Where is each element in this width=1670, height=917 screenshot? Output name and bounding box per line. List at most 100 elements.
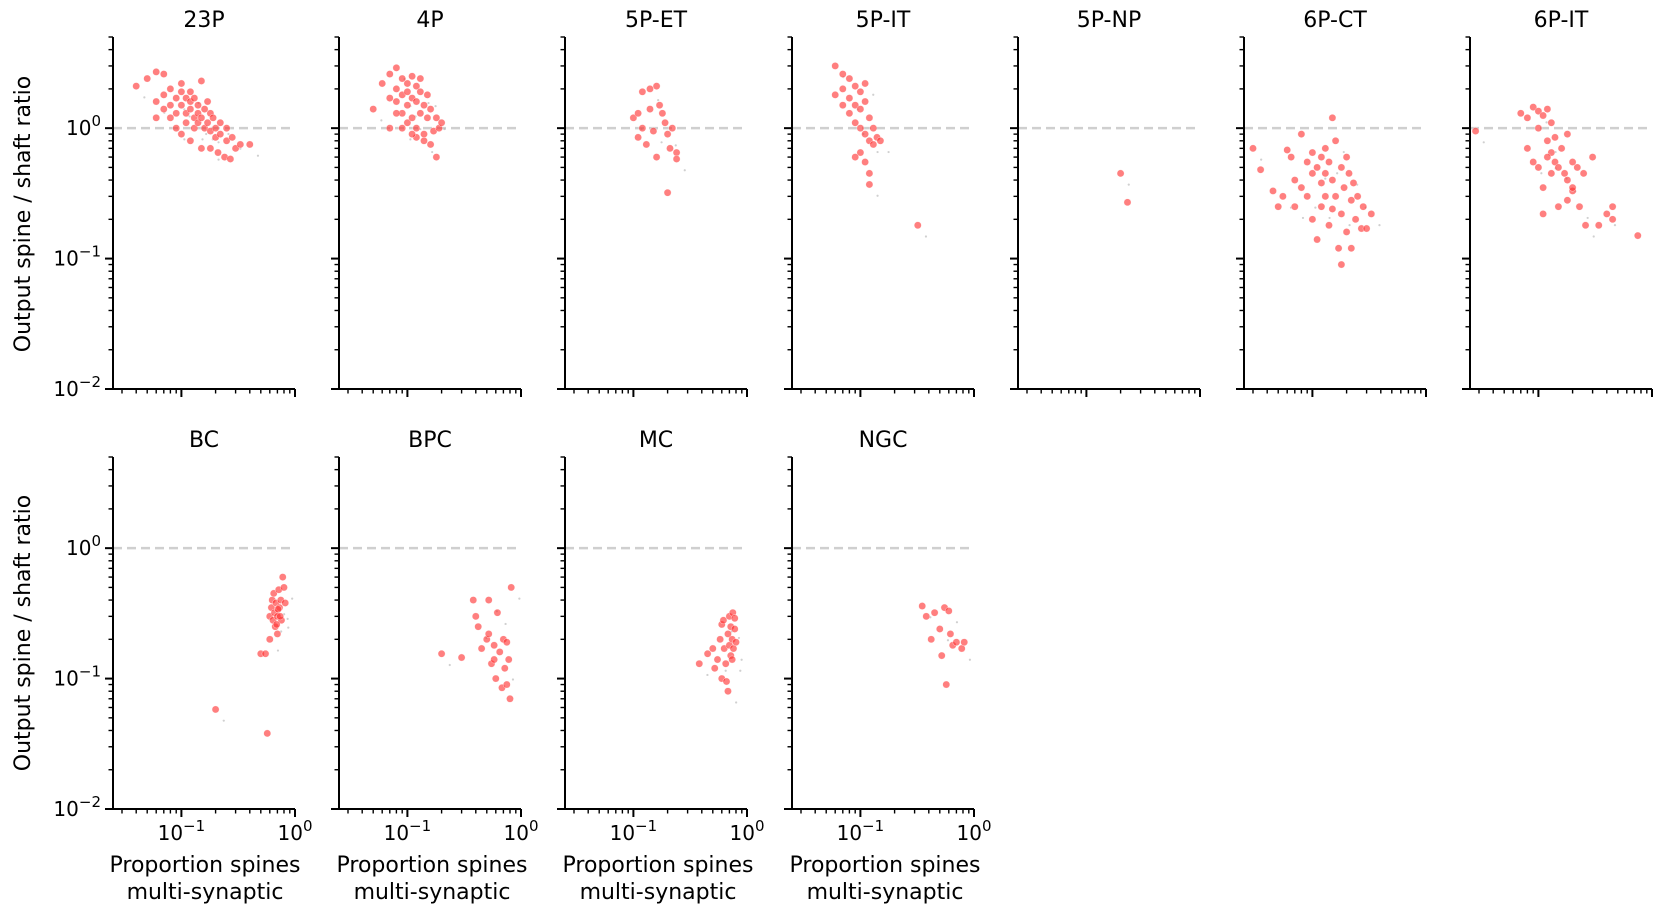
data-point [1529,158,1538,166]
data-point [403,87,412,96]
panel-title-6p-it: 6P-IT [1534,8,1589,33]
data-point [1551,133,1559,142]
data-point [276,612,284,621]
data-point [172,124,181,133]
data-point [1543,153,1552,161]
data-point [423,113,432,122]
data-point [392,97,401,106]
data-point [177,130,186,138]
background-point [955,621,959,624]
data-point [1534,107,1543,116]
data-point [1543,136,1552,145]
data-point [728,655,736,664]
background-point [1301,216,1305,220]
svg-text:multi-synaptic: multi-synaptic [127,880,284,905]
background-point [188,115,191,118]
data-point [1568,183,1577,192]
panel-title-5p-np: 5P-NP [1077,8,1141,33]
data-point [278,573,287,581]
svg-text:Proportion spines: Proportion spines [563,853,754,878]
data-point [1249,144,1257,153]
panel-4p: 4P [331,8,522,397]
data-point [385,124,394,133]
data-point [261,649,270,658]
background-point [434,105,437,108]
data-point [281,599,290,607]
data-point [646,105,654,113]
y-tick-label: 10−2 [53,373,101,401]
data-point [1523,144,1532,153]
svg-text:multi-synaptic: multi-synaptic [580,880,737,905]
data-point [1575,202,1584,211]
data-point [226,155,235,163]
data-point [132,82,141,90]
data-point [1347,244,1356,253]
background-point [222,719,225,722]
data-point [861,130,869,138]
data-point [484,630,493,638]
data-point [385,94,394,102]
data-point [1359,202,1368,211]
data-point [152,113,161,122]
data-point [1331,192,1340,201]
data-point [1573,163,1582,172]
data-point [182,118,190,127]
data-point [408,72,416,81]
svg-text:Proportion spines: Proportion spines [110,853,301,878]
data-point [1321,169,1330,178]
data-point [493,608,502,617]
data-point [1269,187,1277,195]
data-point [378,79,387,88]
data-point [722,677,731,686]
data-point [1534,124,1543,133]
data-point [206,144,215,153]
background-point [1613,224,1617,227]
background-point [217,158,220,161]
data-point [634,109,642,118]
data-point [209,113,217,122]
data-point [190,94,199,102]
data-point [1539,210,1547,218]
background-point [674,144,677,147]
data-point [1539,111,1547,120]
panel-title-ngc: NGC [859,428,908,453]
background-point [431,150,434,154]
panel-title-mc: MC [639,428,673,453]
data-point [1317,202,1326,211]
data-point [437,649,446,658]
data-point [222,124,231,133]
background-point [291,597,294,600]
data-point [416,74,425,83]
background-point [1586,216,1589,220]
data-point [197,77,206,85]
data-point [159,91,168,99]
background-point [735,701,738,704]
x-tick-label: 10−1 [158,817,206,845]
data-point [663,188,672,197]
data-point [506,694,514,703]
panel-5p-et: 5P-ET [557,8,748,397]
data-point [831,91,840,99]
data-point [369,105,378,113]
data-point [838,70,847,78]
data-point [203,118,212,127]
data-point [851,153,860,161]
data-point [1321,144,1330,153]
y-axis-label-top-row: Output spine / shaft ratio [11,76,36,352]
data-point [944,607,953,615]
background-point [1324,177,1327,180]
data-point [845,109,854,118]
background-point [286,617,289,620]
data-point [222,136,231,145]
x-axis-label-col-1: Proportion spines multi-synaptic [337,853,528,905]
panel-title-5p-it: 5P-IT [856,8,911,33]
data-point [1568,158,1577,166]
data-point [638,87,647,96]
data-point [432,113,441,122]
data-point [1308,169,1317,178]
data-point [1297,130,1306,138]
data-point [730,625,739,633]
data-point [708,644,717,653]
data-point [408,113,416,122]
data-point [869,124,878,133]
